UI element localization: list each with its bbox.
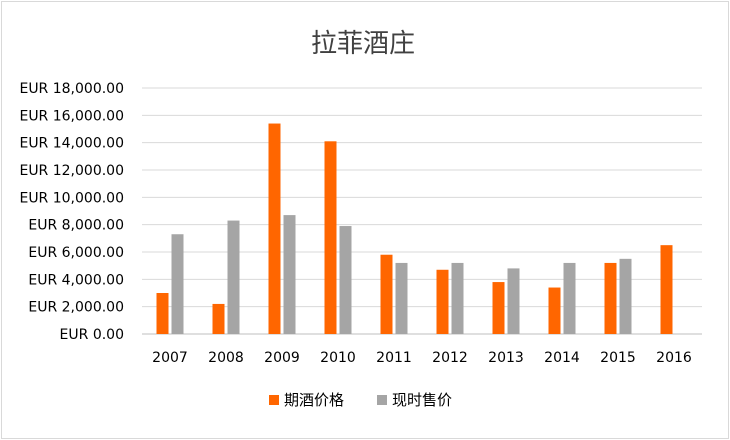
bar-futures-2007 <box>156 293 169 334</box>
bar-futures-2014 <box>548 287 561 334</box>
y-tick-label: EUR 8,000.00 <box>28 218 124 234</box>
x-tick-label: 2010 <box>320 350 356 366</box>
x-tick-label: 2007 <box>152 350 188 366</box>
bar-futures-2010 <box>324 141 337 334</box>
y-tick-label: EUR 0.00 <box>60 327 124 343</box>
y-tick-label: EUR 16,000.00 <box>19 108 124 124</box>
y-tick-label: EUR 2,000.00 <box>28 300 124 316</box>
y-axis-ticks: EUR 0.00 EUR 2,000.00 EUR 4,000.00 EUR 6,00… <box>19 81 124 343</box>
legend-label: 期酒价格 <box>284 391 344 409</box>
y-tick-label: EUR 18,000.00 <box>19 81 124 97</box>
bar-current-2008 <box>227 220 240 334</box>
bar-current-2011 <box>395 262 408 334</box>
bar-futures-2013 <box>492 282 505 334</box>
x-tick-label: 2011 <box>376 350 412 366</box>
legend-item-0: 期酒价格 <box>269 391 344 409</box>
y-tick-label: EUR 12,000.00 <box>19 163 124 179</box>
y-tick-label: EUR 14,000.00 <box>19 136 124 152</box>
bar-futures-2016 <box>660 245 673 334</box>
bar-current-2012 <box>451 262 464 334</box>
legend-label: 现时售价 <box>392 391 452 409</box>
bar-futures-2008 <box>212 303 225 334</box>
bar-futures-2011 <box>380 254 393 334</box>
bar-current-2009 <box>283 215 296 334</box>
x-tick-label: 2013 <box>488 350 524 366</box>
bar-futures-2009 <box>268 123 281 335</box>
bar-futures-2015 <box>604 262 617 334</box>
y-tick-label: EUR 10,000.00 <box>19 190 124 206</box>
legend-item-1: 现时售价 <box>377 391 452 409</box>
x-axis-ticks: 2007 2008 2009 2010 2011 2012 2013 2014 2015 2016 <box>152 350 692 366</box>
bars <box>156 123 673 335</box>
bar-current-2014 <box>563 262 576 334</box>
y-tick-label: EUR 4,000.00 <box>28 272 124 288</box>
x-tick-label: 2014 <box>544 350 580 366</box>
y-tick-label: EUR 6,000.00 <box>28 245 124 261</box>
x-tick-label: 2016 <box>656 350 692 366</box>
gridlines <box>142 87 702 335</box>
x-tick-label: 2012 <box>432 350 468 366</box>
bar-current-2013 <box>507 268 520 334</box>
bar-current-2015 <box>619 258 632 334</box>
legend: 期酒价格 现时售价 <box>269 391 452 409</box>
bar-futures-2012 <box>436 269 449 334</box>
chart-title: 拉菲酒庄 <box>311 29 415 59</box>
bar-current-2010 <box>339 226 352 334</box>
legend-swatch <box>377 395 387 405</box>
x-tick-label: 2008 <box>208 350 244 366</box>
x-tick-label: 2009 <box>264 350 300 366</box>
legend-swatch <box>269 395 279 405</box>
bar-current-2007 <box>171 234 184 334</box>
x-tick-label: 2015 <box>600 350 636 366</box>
